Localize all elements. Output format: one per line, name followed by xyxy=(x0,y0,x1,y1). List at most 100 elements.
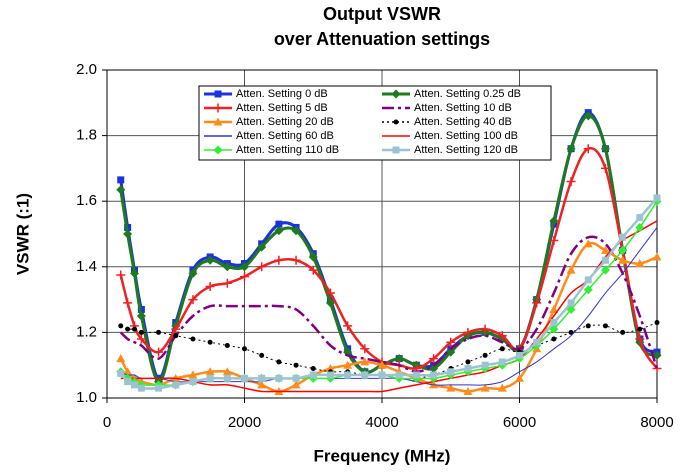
marker xyxy=(566,265,576,274)
marker xyxy=(583,111,593,121)
marker xyxy=(600,245,610,254)
y-tick-label: 1.2 xyxy=(76,323,97,340)
marker xyxy=(172,381,180,389)
marker xyxy=(567,299,575,307)
marker xyxy=(499,346,505,352)
marker xyxy=(600,265,610,275)
marker xyxy=(482,352,488,358)
marker xyxy=(257,242,267,252)
marker xyxy=(116,354,126,363)
marker xyxy=(156,329,162,335)
marker xyxy=(138,329,144,335)
marker xyxy=(189,378,197,386)
marker xyxy=(446,383,456,392)
legend-label: Atten. Setting 40 dB xyxy=(414,116,512,128)
marker xyxy=(137,384,145,392)
marker xyxy=(360,357,370,366)
marker xyxy=(242,346,247,352)
marker xyxy=(325,288,335,298)
series xyxy=(119,235,659,374)
y-tick-label: 2.0 xyxy=(76,61,97,78)
marker xyxy=(429,354,439,364)
x-tick-label: 8000 xyxy=(640,414,673,431)
marker xyxy=(447,368,455,376)
marker xyxy=(118,323,124,329)
marker xyxy=(463,386,473,395)
marker xyxy=(343,360,353,369)
series xyxy=(120,227,658,386)
marker xyxy=(601,256,609,264)
marker xyxy=(550,319,558,327)
marker xyxy=(325,298,335,308)
marker xyxy=(206,374,214,382)
marker xyxy=(188,268,198,278)
marker xyxy=(116,270,126,280)
marker xyxy=(344,371,352,379)
marker xyxy=(533,338,541,346)
marker xyxy=(343,347,353,357)
marker xyxy=(291,380,301,389)
marker xyxy=(429,363,439,373)
marker xyxy=(274,255,284,265)
marker xyxy=(618,245,628,255)
marker xyxy=(222,278,232,288)
marker xyxy=(308,265,318,275)
x-tick-label: 4000 xyxy=(365,414,398,431)
marker xyxy=(257,262,267,272)
series-line xyxy=(120,227,658,386)
marker xyxy=(637,326,643,332)
marker xyxy=(636,214,644,222)
marker xyxy=(602,323,608,329)
marker xyxy=(532,298,542,308)
marker xyxy=(171,324,181,334)
marker xyxy=(130,268,139,278)
series-line xyxy=(119,241,658,393)
marker xyxy=(136,311,146,321)
marker xyxy=(463,327,473,337)
series-line xyxy=(119,197,658,390)
marker xyxy=(549,236,559,246)
marker xyxy=(498,358,506,366)
marker xyxy=(241,374,248,382)
marker xyxy=(583,144,593,154)
legend-box xyxy=(198,85,552,161)
marker xyxy=(549,304,559,313)
marker xyxy=(395,371,403,379)
marker xyxy=(497,331,507,341)
chart-subtitle: over Attenuation settings xyxy=(274,29,490,49)
marker xyxy=(394,354,404,364)
legend-label: Atten. Setting 5 dB xyxy=(236,102,328,114)
marker xyxy=(207,339,213,345)
marker xyxy=(446,337,456,347)
y-tick-label: 1.0 xyxy=(76,389,97,406)
legend-label: Atten. Setting 20 dB xyxy=(236,116,334,128)
marker xyxy=(222,262,232,272)
marker xyxy=(132,326,137,332)
marker xyxy=(259,352,265,358)
marker xyxy=(308,252,318,262)
marker xyxy=(309,371,317,379)
marker xyxy=(653,194,661,202)
marker xyxy=(123,367,133,376)
marker xyxy=(214,90,222,98)
marker xyxy=(205,367,215,376)
marker xyxy=(274,226,284,236)
marker xyxy=(131,381,138,389)
marker xyxy=(291,255,301,265)
marker xyxy=(292,374,300,382)
x-tick-label: 0 xyxy=(103,414,111,431)
marker xyxy=(515,373,524,382)
marker xyxy=(465,359,471,365)
marker xyxy=(566,177,576,187)
series xyxy=(117,194,661,392)
marker xyxy=(326,371,334,379)
marker xyxy=(240,272,249,282)
marker xyxy=(190,336,196,342)
marker xyxy=(222,367,232,376)
marker xyxy=(481,361,489,369)
series xyxy=(120,220,658,393)
marker xyxy=(585,323,591,329)
marker xyxy=(117,369,125,377)
series xyxy=(118,320,660,381)
